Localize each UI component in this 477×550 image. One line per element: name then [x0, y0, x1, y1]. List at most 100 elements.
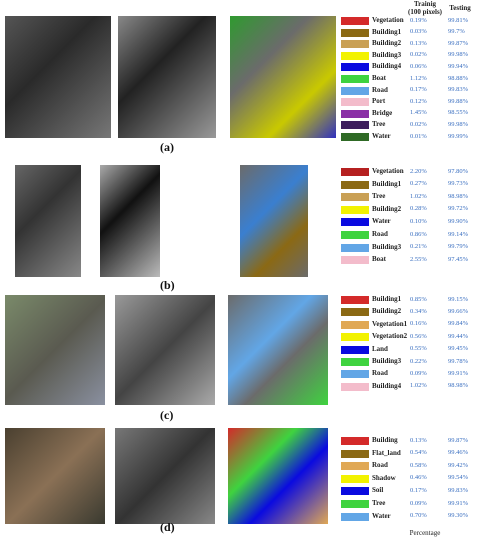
swatch [341, 180, 369, 189]
class-name: Land [372, 344, 388, 353]
panel-label: (d) [160, 520, 175, 534]
testing-value: 99.88% [448, 97, 469, 105]
class-name: Tree [372, 120, 386, 129]
training-value: 0.12% [410, 97, 427, 105]
testing-value: 99.98% [448, 51, 469, 59]
training-value: 2.55% [410, 255, 427, 263]
training-value: 0.21% [410, 243, 427, 251]
training-value: 0.17% [410, 86, 427, 94]
image [115, 428, 215, 524]
training-value: 0.03% [410, 28, 427, 36]
training-value: 0.58% [410, 461, 427, 469]
training-value: 0.86% [410, 230, 427, 238]
testing-value: 99.30% [448, 512, 469, 520]
panel-label: (b) [160, 278, 175, 292]
class-name: Water [372, 217, 391, 226]
training-value: 0.70% [410, 512, 427, 520]
class-name: Vegetation [372, 167, 404, 175]
training-value: 0.46% [410, 474, 427, 482]
testing-value: 99.7% [448, 28, 465, 36]
class-name: Building3 [372, 357, 402, 365]
testing-value: 99.72% [448, 205, 469, 213]
testing-header: Testing [449, 4, 471, 12]
class-name: Boat [372, 255, 386, 264]
training-value: 1.12% [410, 74, 427, 82]
swatch [341, 40, 369, 49]
class-name: Building3 [372, 50, 402, 59]
class-name: Boat [372, 74, 386, 82]
training-value: 1.02% [410, 382, 427, 390]
panel-label: (a) [160, 140, 174, 154]
swatch [341, 133, 369, 141]
swatch [341, 487, 369, 496]
swatch [341, 28, 369, 37]
image [100, 165, 160, 277]
class-name: Building4 [372, 62, 402, 71]
class-name: Road [372, 461, 388, 470]
swatch [341, 168, 369, 176]
swatch [341, 308, 369, 317]
testing-value: 99.83% [448, 86, 469, 94]
training-value: 0.55% [410, 345, 427, 353]
testing-value: 99.54% [448, 474, 469, 482]
testing-value: 99.14% [448, 230, 469, 238]
image [228, 428, 328, 524]
testing-value: 99.15% [448, 295, 469, 303]
testing-value: 98.98% [448, 192, 469, 200]
training-value: 0.13% [410, 436, 427, 444]
training-value: 0.22% [410, 357, 427, 365]
swatch [341, 449, 369, 458]
image [228, 295, 328, 405]
swatch [341, 63, 369, 72]
swatch [341, 243, 369, 252]
swatch [341, 382, 369, 391]
class-name: Vegetation2 [372, 332, 408, 341]
testing-value: 98.88% [448, 74, 469, 82]
swatch [341, 333, 369, 342]
training-value: 0.06% [410, 62, 427, 70]
class-name: Water [372, 132, 391, 140]
testing-value: 99.45% [448, 345, 469, 353]
training-value: 0.02% [410, 120, 427, 128]
testing-value: 98.98% [448, 382, 469, 390]
image [5, 428, 105, 524]
training-value: 0.13% [410, 39, 427, 47]
class-name: Soil [372, 486, 384, 495]
swatch [341, 500, 369, 508]
class-name: Road [372, 369, 388, 378]
training-value: 1.02% [410, 192, 427, 200]
swatch [341, 98, 369, 107]
class-name: Building2 [372, 204, 402, 213]
testing-value: 99.66% [448, 307, 469, 315]
training-value: 0.27% [410, 180, 427, 188]
class-name: Vegetation1 [372, 319, 408, 328]
swatch [341, 370, 369, 379]
image [230, 16, 336, 138]
testing-value: 99.42% [448, 461, 469, 469]
footer-label: Percentage [409, 529, 441, 537]
training-value: 0.09% [410, 499, 427, 507]
testing-value: 99.81% [448, 16, 469, 24]
training-value: 0.09% [410, 369, 427, 377]
class-name: Tree [372, 192, 386, 201]
class-name: Bridge [372, 108, 393, 117]
class-name: Building2 [372, 39, 402, 48]
testing-value: 99.87% [448, 436, 469, 444]
class-name: Building1 [372, 27, 402, 36]
testing-value: 99.78% [448, 357, 469, 365]
training-value: 1.45% [410, 109, 427, 117]
class-name: Flat_land [372, 448, 401, 457]
training-value: 0.10% [410, 217, 427, 225]
class-name: Building [372, 436, 398, 444]
class-name: Shadow [372, 473, 396, 482]
class-name: Vegetation [372, 16, 404, 24]
image [115, 295, 215, 405]
class-name: Port [372, 97, 386, 106]
class-name: Water [372, 511, 391, 520]
training-value: 0.85% [410, 295, 427, 303]
image [15, 165, 81, 277]
testing-value: 99.94% [448, 62, 469, 70]
swatch [341, 17, 369, 25]
class-name: Road [372, 230, 388, 238]
testing-value: 99.79% [448, 243, 469, 251]
